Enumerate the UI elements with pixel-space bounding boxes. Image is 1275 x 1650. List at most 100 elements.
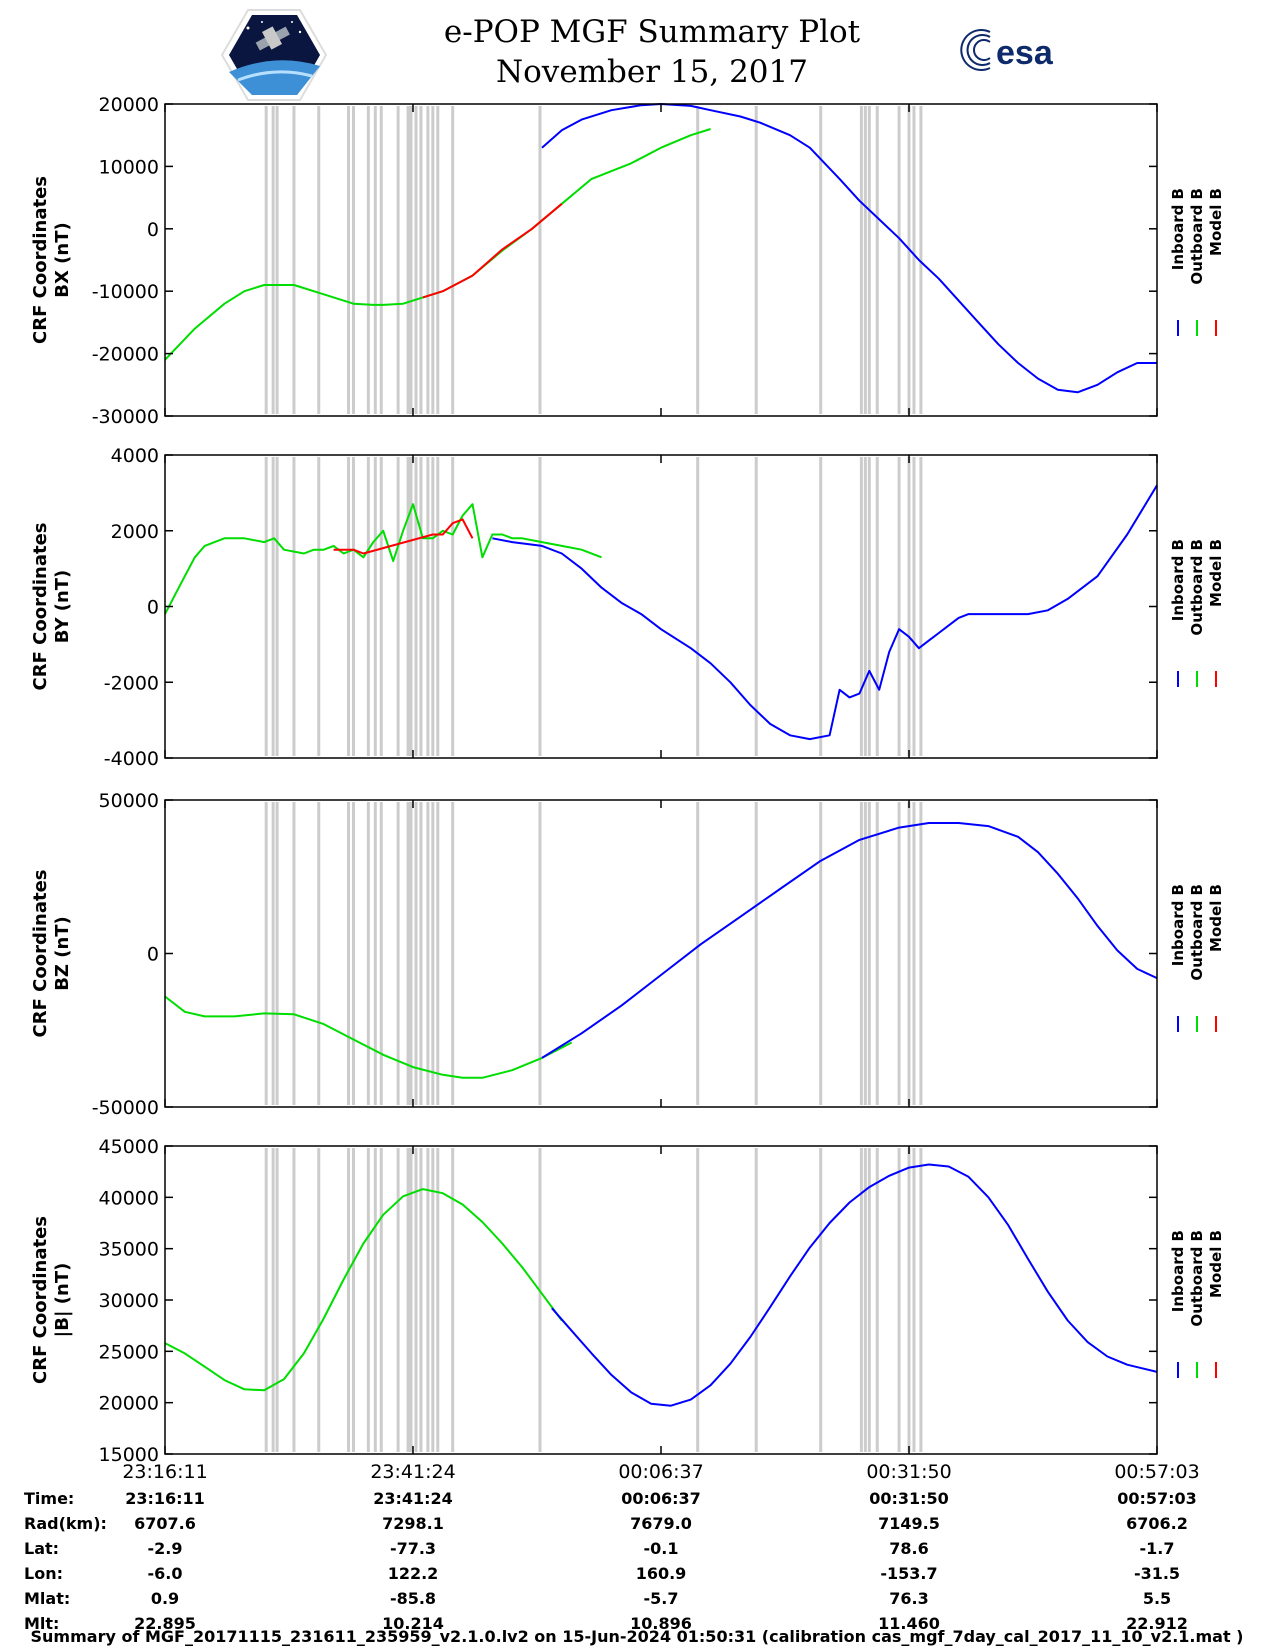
table-cell: 22.895 (134, 1614, 196, 1633)
x-tick-label: 23:16:11 (122, 1461, 207, 1483)
y-tick-label: 0 (147, 219, 159, 241)
table-cell: 11.460 (878, 1614, 940, 1633)
panel-bx: 20000 10000 0 -10000 -20000 -30000 CRF Coordin… (30, 94, 1225, 428)
legend-label: Outboard B (1188, 188, 1206, 285)
y-tick-label: 0 (147, 944, 159, 966)
plot-title: e-POP MGF Summary Plot (444, 14, 861, 50)
table-cell: -5.7 (644, 1589, 679, 1608)
table-cell: -2.9 (148, 1539, 183, 1558)
table-row-label: Rad(km): (24, 1514, 107, 1533)
y-axis-label: CRF CoordinatesBY (nT) (30, 523, 73, 691)
esa-logo: esa (960, 29, 1054, 72)
table-cell: -6.0 (148, 1564, 183, 1583)
plot-frame (164, 454, 1158, 759)
legend-label: Outboard B (1188, 884, 1206, 981)
y-tick-label: 10000 (99, 156, 159, 178)
table-cell: 10.214 (382, 1614, 444, 1633)
series-inboard-b (541, 103, 1157, 394)
y-tick-label: -10000 (92, 281, 159, 303)
y-tick-label: 35000 (99, 1239, 159, 1261)
table-row-label: Time: (24, 1489, 74, 1508)
y-tick-label: 2000 (111, 521, 159, 543)
plot-frame (164, 103, 1158, 417)
orbit-info-table: 23:16:11 23:41:24 00:06:37 00:31:50 00:57:03… (24, 1461, 1200, 1633)
plot-frame (164, 799, 1158, 1108)
table-cell: 6707.6 (134, 1514, 196, 1533)
table-row-label: Lon: (24, 1564, 63, 1583)
x-tick-label: 00:57:03 (1114, 1461, 1199, 1483)
legend: Inboard B Outboard B Model B (1169, 188, 1225, 336)
y-tick-label: 4000 (111, 445, 159, 467)
table-cell: 7298.1 (382, 1514, 444, 1533)
y-tick-label: -2000 (104, 672, 159, 694)
table-row-label: Lat: (24, 1539, 59, 1558)
y-tick-label: -30000 (92, 406, 159, 428)
legend: Inboard B Outboard B Model B (1169, 539, 1225, 687)
x-tick-label: 00:06:37 (618, 1461, 703, 1483)
table-cell: 76.3 (889, 1589, 928, 1608)
legend: Inboard B Outboard B Model B (1169, 1230, 1225, 1378)
table-cell: -77.3 (390, 1539, 436, 1558)
table-cell: 10.896 (630, 1614, 692, 1633)
y-tick-label: 45000 (99, 1136, 159, 1158)
y-tick-label: -4000 (104, 748, 159, 770)
legend-label: Model B (1207, 539, 1225, 607)
table-cell: 7679.0 (630, 1514, 692, 1533)
y-tick-label: -20000 (92, 344, 159, 366)
series-outboard-b (164, 995, 573, 1079)
legend-label: Model B (1207, 884, 1225, 952)
legend-label: Inboard B (1169, 1230, 1187, 1312)
y-tick-label: -50000 (92, 1097, 159, 1119)
x-tick-label: 00:31:50 (866, 1461, 951, 1483)
table-cell: 00:57:03 (1117, 1489, 1197, 1508)
table-cell: -85.8 (390, 1589, 436, 1608)
y-tick-label: 30000 (99, 1290, 159, 1312)
series-inboard-b (551, 1163, 1158, 1407)
series-inboard-b (541, 822, 1158, 1059)
table-cell: -31.5 (1134, 1564, 1180, 1583)
y-axis-label: CRF CoordinatesBZ (nT) (30, 870, 73, 1038)
table-row-label: Mlt: (24, 1614, 59, 1633)
table-cell: 5.5 (1143, 1589, 1171, 1608)
series-outboard-b (164, 128, 711, 361)
series-inboard-b (492, 484, 1158, 741)
legend-label: Model B (1207, 188, 1225, 256)
table-cell: 78.6 (889, 1539, 928, 1558)
x-tick-label: 23:41:24 (370, 1461, 455, 1483)
cassiope-logo (220, 9, 328, 101)
table-row-label: Mlat: (24, 1589, 70, 1608)
y-tick-label: 15000 (99, 1444, 159, 1466)
y-tick-label: 25000 (99, 1341, 159, 1363)
y-tick-label: 50000 (99, 790, 159, 812)
legend-label: Inboard B (1169, 188, 1187, 270)
y-axis-label: CRF CoordinatesBX (nT) (30, 176, 73, 344)
table-cell: 23:41:24 (373, 1489, 453, 1508)
series-outboard-b (164, 1188, 563, 1392)
table-cell: 122.2 (388, 1564, 439, 1583)
table-cell: -1.7 (1140, 1539, 1175, 1558)
legend-label: Inboard B (1169, 539, 1187, 621)
y-tick-label: 20000 (99, 94, 159, 116)
legend: Inboard B Outboard B Model B (1169, 884, 1225, 1032)
legend-label: Model B (1207, 1230, 1225, 1298)
series-outboard-b (164, 503, 602, 615)
svg-text:esa: esa (996, 34, 1054, 72)
plot-date: November 15, 2017 (496, 54, 808, 90)
legend-label: Outboard B (1188, 539, 1206, 636)
table-cell: 22.912 (1126, 1614, 1188, 1633)
plot-frame (164, 1145, 1158, 1455)
y-tick-label: 40000 (99, 1187, 159, 1209)
panel-by: 4000 2000 0 -2000 -4000 CRF CoordinatesBY (nT… (30, 445, 1225, 770)
series-model-b (422, 203, 563, 299)
table-cell: 7149.5 (878, 1514, 940, 1533)
y-tick-label: 20000 (99, 1393, 159, 1415)
table-cell: -0.1 (644, 1539, 679, 1558)
table-cell: 00:31:50 (869, 1489, 949, 1508)
table-cell: 160.9 (636, 1564, 687, 1583)
table-cell: 6706.2 (1126, 1514, 1188, 1533)
legend-label: Outboard B (1188, 1230, 1206, 1327)
panel-bmag: 45000 40000 35000 30000 25000 20000 15000 CRF C… (30, 1136, 1225, 1466)
footer-summary: Summary of MGF_20171115_231611_235959_v2… (31, 1627, 1244, 1646)
